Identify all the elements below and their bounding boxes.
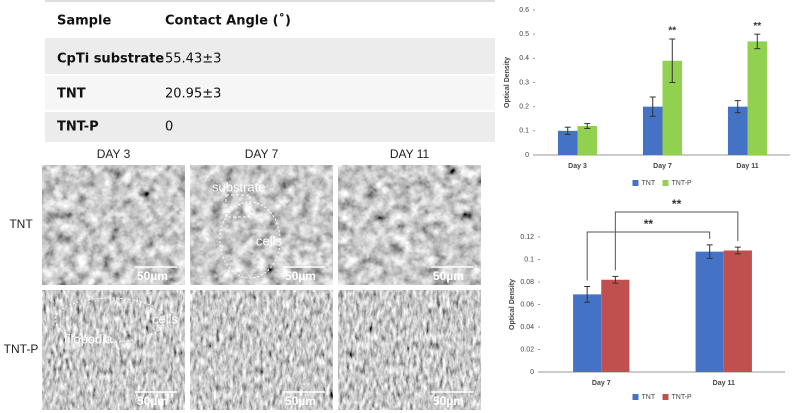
legend-swatch	[662, 394, 669, 400]
row-label: TNT	[9, 217, 33, 231]
bracket	[614, 211, 739, 271]
y-tick-label: 0.2	[519, 104, 529, 111]
annotation: **	[672, 197, 682, 211]
overlay-label: filopodia	[64, 331, 113, 346]
y-tick-label: 0.1	[519, 128, 529, 135]
y-tick-label: 0.06	[520, 301, 534, 308]
scale-label: 50µm	[285, 269, 316, 283]
table-cell: 0	[165, 120, 173, 135]
overlay-label: cells	[256, 233, 283, 248]
row-bg	[45, 112, 495, 142]
table-cell: TNT	[57, 87, 86, 102]
x-tick-label: Day 7	[592, 380, 611, 387]
annotation: **	[753, 21, 761, 32]
y-tick-label: 0.12	[520, 234, 534, 241]
x-tick-label: Day 11	[736, 163, 758, 170]
row-bg	[45, 76, 495, 110]
table-cell: 20.95±3	[165, 87, 221, 102]
y-tick-label: 0	[525, 152, 529, 159]
y-tick-label: 0.3	[519, 79, 529, 86]
y-tick-label: 0.4	[519, 55, 529, 62]
bar	[723, 250, 752, 372]
x-tick-label: Day 7	[653, 163, 672, 170]
bar	[642, 106, 663, 155]
table-cell: TNT-P	[57, 120, 99, 135]
cell-outline	[54, 297, 166, 343]
row-label: TNT-P	[4, 342, 39, 356]
roi-box	[225, 194, 251, 218]
x-tick-label: Day 11	[713, 380, 735, 387]
legend-swatch	[632, 394, 639, 400]
annotation: **	[644, 217, 654, 231]
y-tick-label: 0.02	[520, 346, 534, 353]
y-tick-label: 0	[530, 369, 534, 376]
cell-outline	[219, 201, 281, 279]
row-bg	[45, 38, 495, 74]
column-label: DAY 7	[245, 147, 279, 161]
table-header: Contact Angle (˚)	[165, 13, 291, 29]
scale-label: 50µm	[285, 394, 316, 408]
legend-label: TNT-P	[672, 394, 693, 401]
legend-swatch	[662, 180, 669, 186]
sem-image	[190, 165, 333, 285]
legend-label: TNT	[642, 180, 656, 187]
x-tick-label: Day 3	[568, 163, 587, 170]
scale-label: 50µm	[137, 394, 168, 408]
sem-image	[338, 165, 481, 285]
column-label: DAY 3	[97, 147, 131, 161]
legend-label: TNT-P	[672, 180, 693, 187]
table-cell: 55.43±3	[165, 52, 221, 67]
scale-label: 50µm	[433, 269, 464, 283]
scale-label: 50µm	[433, 394, 464, 408]
bar	[662, 60, 683, 155]
bar	[747, 41, 768, 155]
bracket	[586, 231, 711, 281]
bar	[577, 126, 598, 155]
bar	[695, 251, 724, 372]
column-label: DAY 11	[390, 147, 430, 161]
bar	[727, 106, 748, 155]
sem-image	[338, 290, 481, 410]
y-tick-label: 0.1	[524, 256, 534, 263]
legend-swatch	[632, 180, 639, 186]
overlay-label: cells	[152, 311, 179, 326]
y-axis-label: Optical Density	[509, 279, 516, 330]
annotation: **	[668, 26, 676, 37]
y-tick-label: 0.6	[519, 7, 529, 14]
sem-image	[190, 290, 333, 410]
legend-label: TNT	[642, 394, 656, 401]
y-tick-label: 0.5	[519, 31, 529, 38]
bar	[601, 279, 630, 372]
overlay-label: substrate	[212, 179, 265, 194]
y-tick-label: 0.08	[520, 279, 534, 286]
table-header: Sample	[57, 14, 111, 29]
y-axis-label: Optical Density	[504, 57, 511, 108]
scale-label: 50µm	[137, 269, 168, 283]
sem-image	[42, 290, 185, 410]
table-cell: CpTi substrate	[57, 52, 164, 67]
bar	[573, 294, 602, 372]
y-tick-label: 0.04	[520, 324, 534, 331]
sem-image	[42, 165, 185, 285]
bar	[557, 130, 578, 155]
